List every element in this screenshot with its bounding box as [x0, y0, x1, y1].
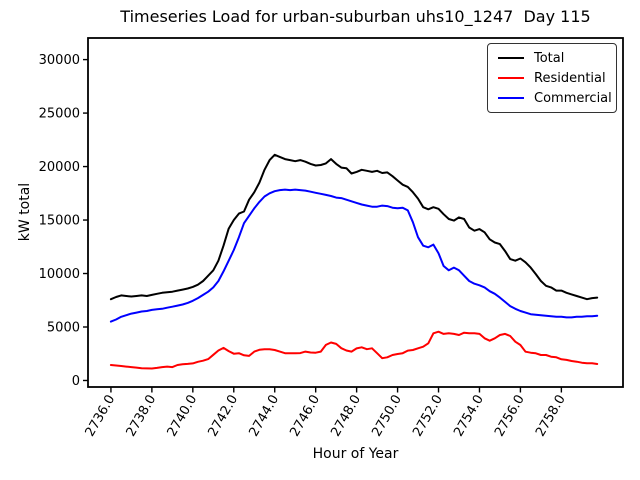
y-tick-label: 15000 [39, 214, 80, 229]
x-tick-label: 2756.0 [492, 393, 528, 440]
total-line-swatch [498, 56, 524, 60]
legend-label: Commercial [534, 90, 612, 106]
x-tick-label: 2746.0 [287, 393, 323, 440]
legend-label: Total [534, 50, 565, 66]
x-tick-label: 2742.0 [206, 393, 242, 440]
y-tick-label: 20000 [39, 160, 80, 175]
residential-line-swatch [498, 76, 524, 80]
commercial-line-swatch [498, 96, 524, 100]
legend-item-total: Total [498, 52, 612, 65]
legend-label: Residential [534, 70, 606, 86]
legend-item-commercial: Commercial [498, 92, 612, 105]
axes-spines [87, 37, 624, 388]
x-axis-label: Hour of Year [312, 446, 399, 462]
x-tick-label: 2750.0 [369, 393, 405, 440]
x-tick-label: 2744.0 [246, 393, 282, 440]
x-tick-label: 2736.0 [83, 393, 119, 440]
y-axis-label: kW total [17, 182, 33, 242]
series-line-commercial [109, 188, 599, 323]
x-tick-label: 2758.0 [533, 393, 569, 440]
legend: Total Residential Commercial [487, 43, 617, 113]
series-line-residential [109, 330, 599, 370]
x-tick-label: 2754.0 [451, 393, 487, 440]
y-tick-label: 10000 [39, 267, 80, 282]
chart-title: Timeseries Load for urban-suburban uhs10… [120, 7, 591, 26]
y-tick-label: 25000 [39, 107, 80, 122]
y-tick-label: 0 [72, 374, 80, 389]
y-tick-label: 5000 [47, 320, 80, 335]
x-tick-label: 2748.0 [328, 393, 364, 440]
x-tick-label: 2752.0 [410, 393, 446, 440]
legend-item-residential: Residential [498, 72, 612, 85]
x-tick-label: 2740.0 [165, 393, 201, 440]
x-tick-label: 2738.0 [124, 393, 160, 440]
series-line-total [109, 153, 599, 301]
y-tick-label: 30000 [39, 53, 80, 68]
